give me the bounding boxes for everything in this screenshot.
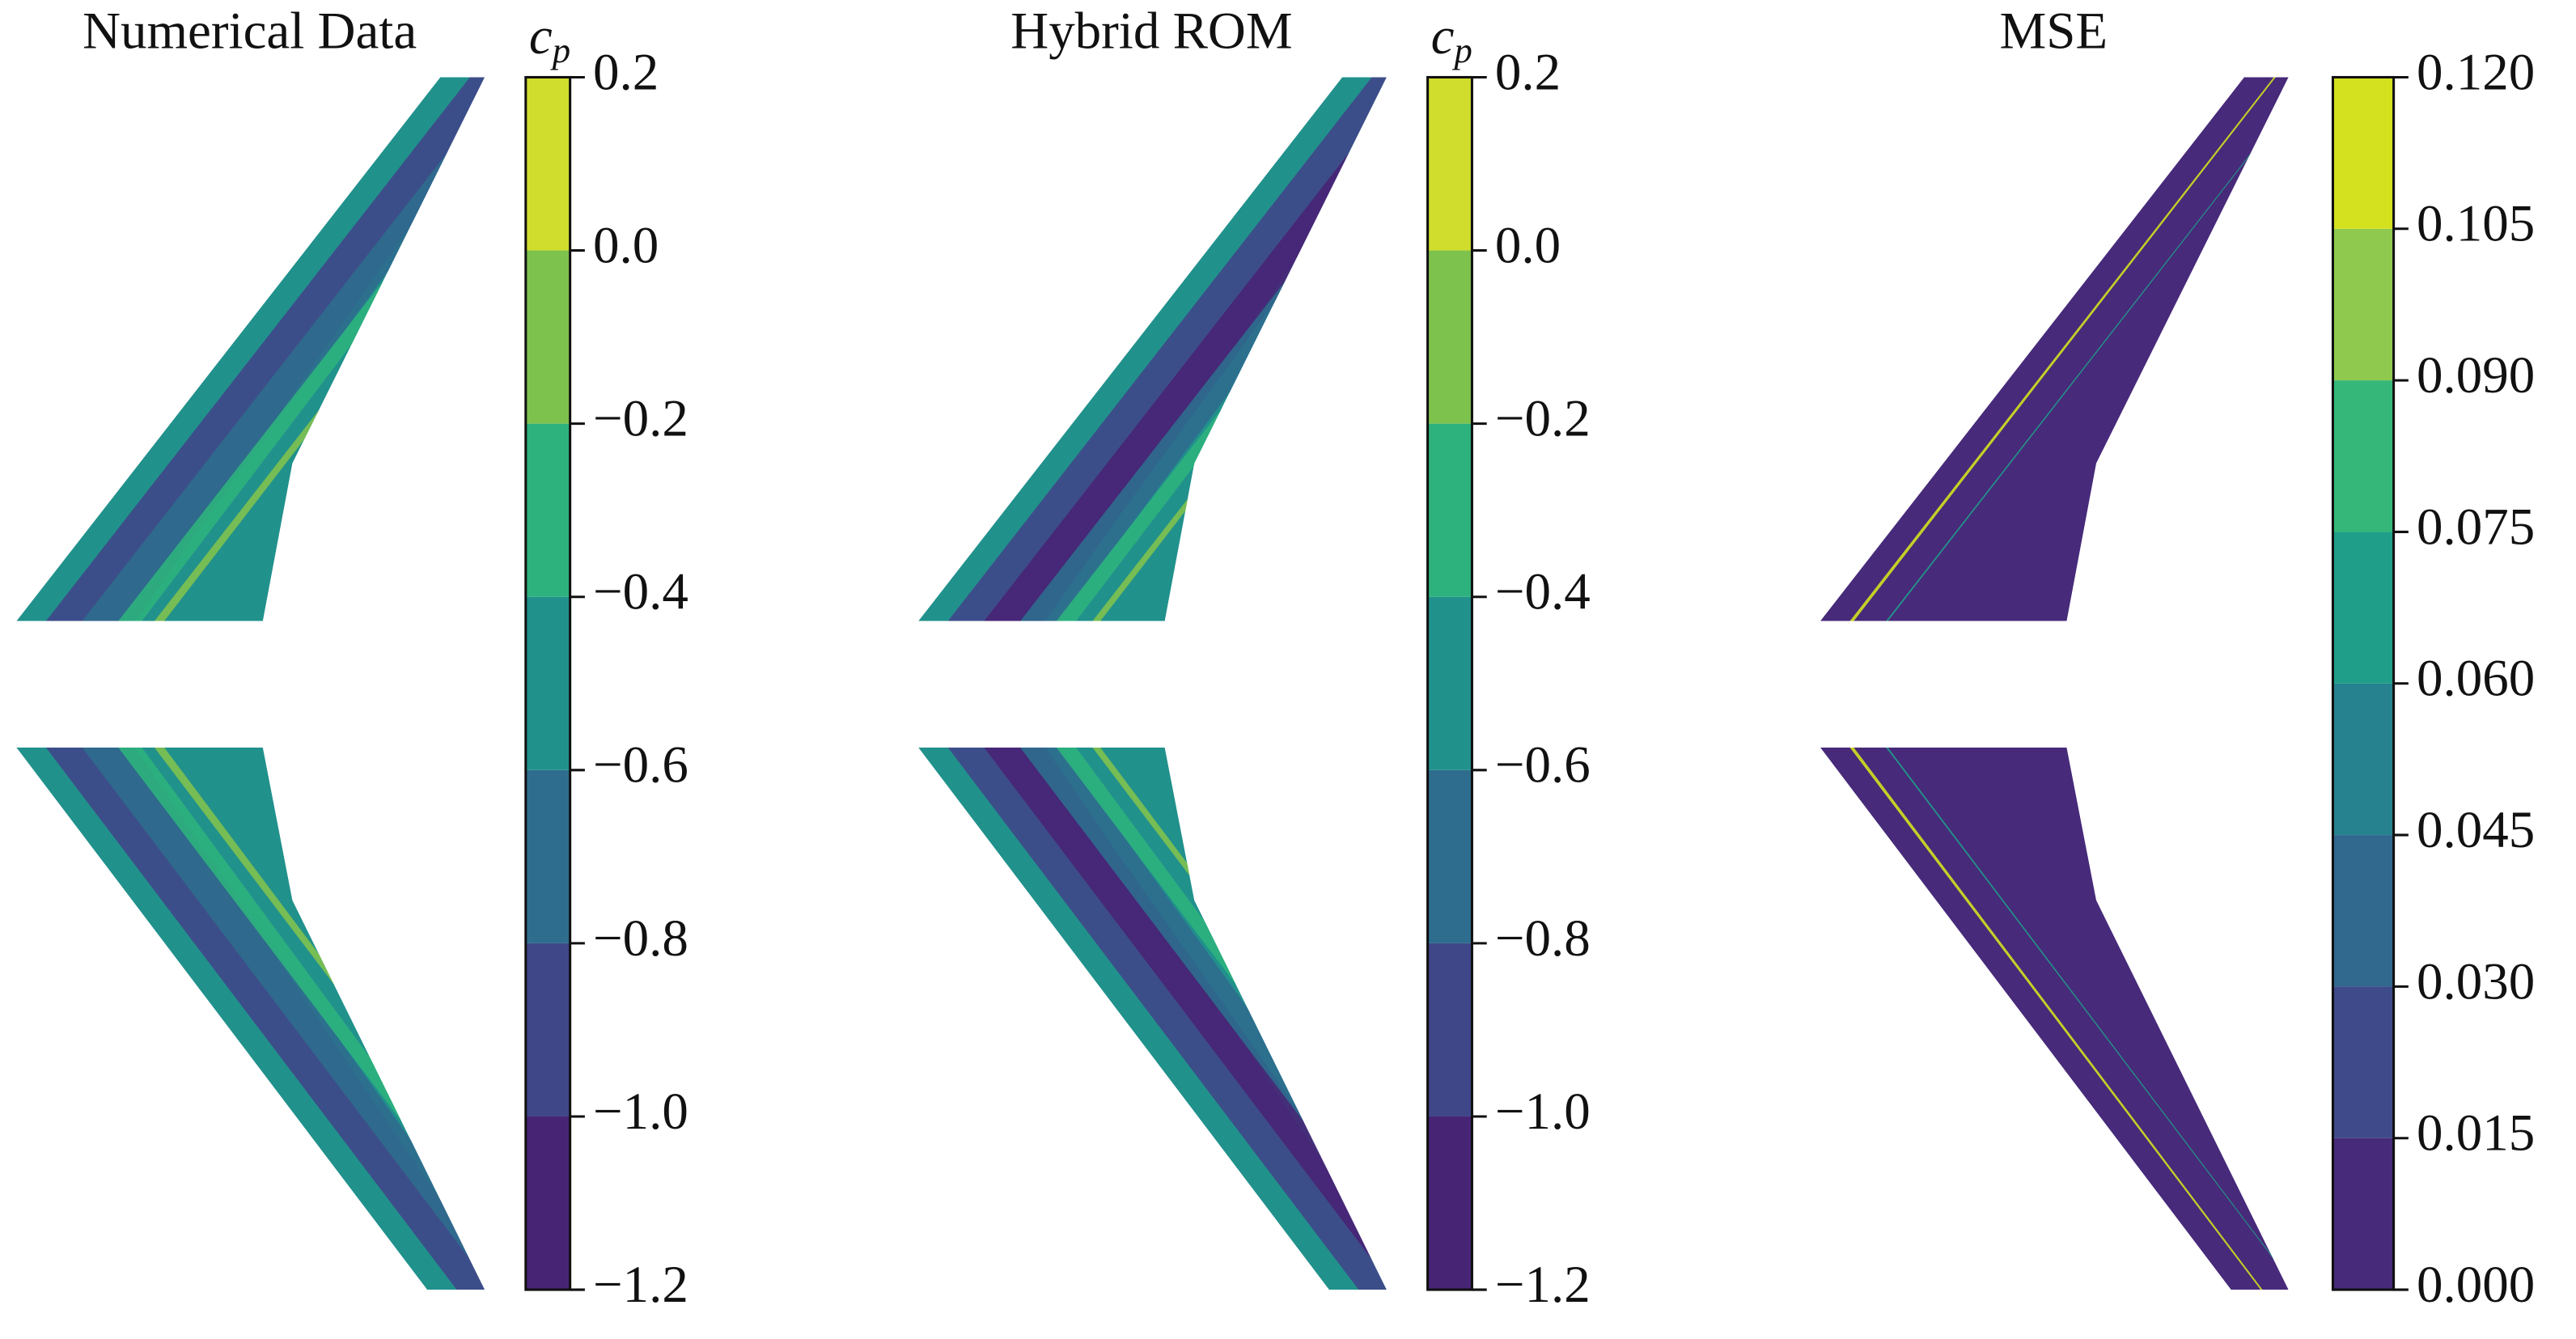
colorbar-frame — [524, 75, 572, 1291]
colorbar-tick-label: −0.6 — [1495, 736, 1591, 795]
colorbar-tick-label: 0.015 — [2417, 1104, 2535, 1163]
colorbar-tick-label: 0.030 — [2417, 952, 2535, 1011]
colorbar-band — [2332, 986, 2394, 1138]
contour-region — [1849, 77, 2276, 621]
colorbar-tick-label: 0.2 — [1495, 43, 1561, 101]
colorbar-label: cp — [1431, 7, 1472, 71]
contour-region — [154, 77, 485, 621]
colorbar-band — [1427, 1116, 1472, 1290]
colorbar-label-subscript: p — [1452, 30, 1472, 70]
colorbar-band — [1427, 423, 1472, 597]
contour-region — [947, 77, 1387, 621]
panel: MSE 0.000 0.015 0.030 0.045 0.060 0.075 0.090 0.… — [1820, 2, 2535, 1314]
colorbar-band — [2332, 683, 2394, 836]
colorbar-tick-label: −1.0 — [593, 1083, 688, 1141]
colorbar-band — [2332, 1138, 2394, 1290]
colorbar-tick-label: 0.090 — [2417, 346, 2535, 405]
panel-title: MSE — [1999, 2, 2108, 61]
colorbar-label-base: c — [1431, 7, 1455, 66]
colorbar-band — [525, 943, 570, 1117]
colorbar-tick-label: 0.120 — [2417, 43, 2535, 101]
contour-region — [1849, 747, 2263, 1290]
contour-region — [1886, 77, 2289, 621]
colorbar-band — [525, 769, 570, 943]
colorbar-tick-label: 0.000 — [2417, 1256, 2535, 1314]
colorbar-tick-label: 0.2 — [593, 43, 659, 101]
colorbar-tick-label: 0.0 — [593, 216, 659, 274]
colorbar-label-base: c — [529, 7, 553, 66]
colorbar-tick-label: 0.105 — [2417, 195, 2535, 253]
wing-surface — [1820, 747, 2289, 1290]
colorbar-band — [2332, 228, 2394, 381]
colorbar-tick-label: −1.2 — [593, 1256, 688, 1314]
colorbar-tick-label: −0.4 — [1495, 563, 1591, 621]
contour-region — [1056, 77, 1387, 621]
colorbar-tick-label: −0.8 — [593, 909, 688, 968]
colorbar-label-subscript: p — [550, 30, 570, 70]
contour-region — [82, 747, 485, 1290]
wing — [16, 747, 485, 1290]
contour-region — [82, 77, 485, 621]
colorbar-band — [2332, 532, 2394, 684]
contour-region — [1020, 747, 1387, 1290]
colorbar-band — [2332, 835, 2394, 987]
contour-region — [1020, 77, 1387, 621]
wing — [1820, 77, 2289, 621]
colorbar-band — [525, 596, 570, 770]
colorbar-tick-label: 0.045 — [2417, 801, 2535, 859]
colorbar-band — [525, 77, 570, 251]
colorbar-tick-label: −0.2 — [593, 390, 688, 448]
colorbar-band — [2332, 77, 2394, 229]
colorbar-band — [1427, 943, 1472, 1117]
contour-region — [45, 77, 485, 621]
colorbar-frame — [1426, 75, 1473, 1291]
wing — [918, 747, 1387, 1290]
colorbar-tick-label: −0.2 — [1495, 390, 1591, 448]
colorbar-band — [525, 423, 570, 597]
colorbar-band — [1427, 250, 1472, 424]
contour-region — [984, 747, 1387, 1290]
colorbar-band — [525, 250, 570, 424]
colorbar-tick-label: −1.2 — [1495, 1256, 1591, 1314]
wing — [1820, 747, 2289, 1290]
colorbar-tick-label: 0.060 — [2417, 650, 2535, 708]
colorbar-tick-label: 0.075 — [2417, 498, 2535, 556]
contour-region — [118, 77, 485, 621]
colorbar-tick-label: −0.8 — [1495, 909, 1591, 968]
colorbar-tick-label: 0.0 — [1495, 216, 1561, 274]
contour-region — [154, 747, 485, 1290]
contour-region — [1886, 747, 2289, 1290]
panel: Numerical Data −1.2 −1.0 −0.8 −0.6 −0.4 −0.2 0.… — [16, 2, 688, 1314]
wing — [16, 77, 485, 621]
panel-title: Numerical Data — [83, 2, 417, 61]
colorbar-label: cp — [529, 7, 570, 71]
contour-region — [45, 747, 485, 1290]
panel: Hybrid ROM −1.2 −1.0 −0.8 −0.6 −0.4 −0.2 0.0 0.2… — [918, 2, 1591, 1314]
colorbar-tick-label: −1.0 — [1495, 1083, 1591, 1141]
colorbar-tick-label: −0.4 — [593, 563, 688, 621]
colorbar-band — [1427, 77, 1472, 251]
colorbar-tick-label: −0.6 — [593, 736, 688, 795]
panel-title: Hybrid ROM — [1010, 2, 1292, 61]
colorbar-band — [1427, 596, 1472, 770]
colorbar-band — [1427, 769, 1472, 943]
colorbar-band — [525, 1116, 570, 1290]
contour-region — [984, 77, 1387, 621]
contour-region — [118, 747, 485, 1290]
colorbar-band — [2332, 380, 2394, 532]
wing-surface — [1820, 77, 2289, 621]
contour-region — [1056, 747, 1387, 1290]
